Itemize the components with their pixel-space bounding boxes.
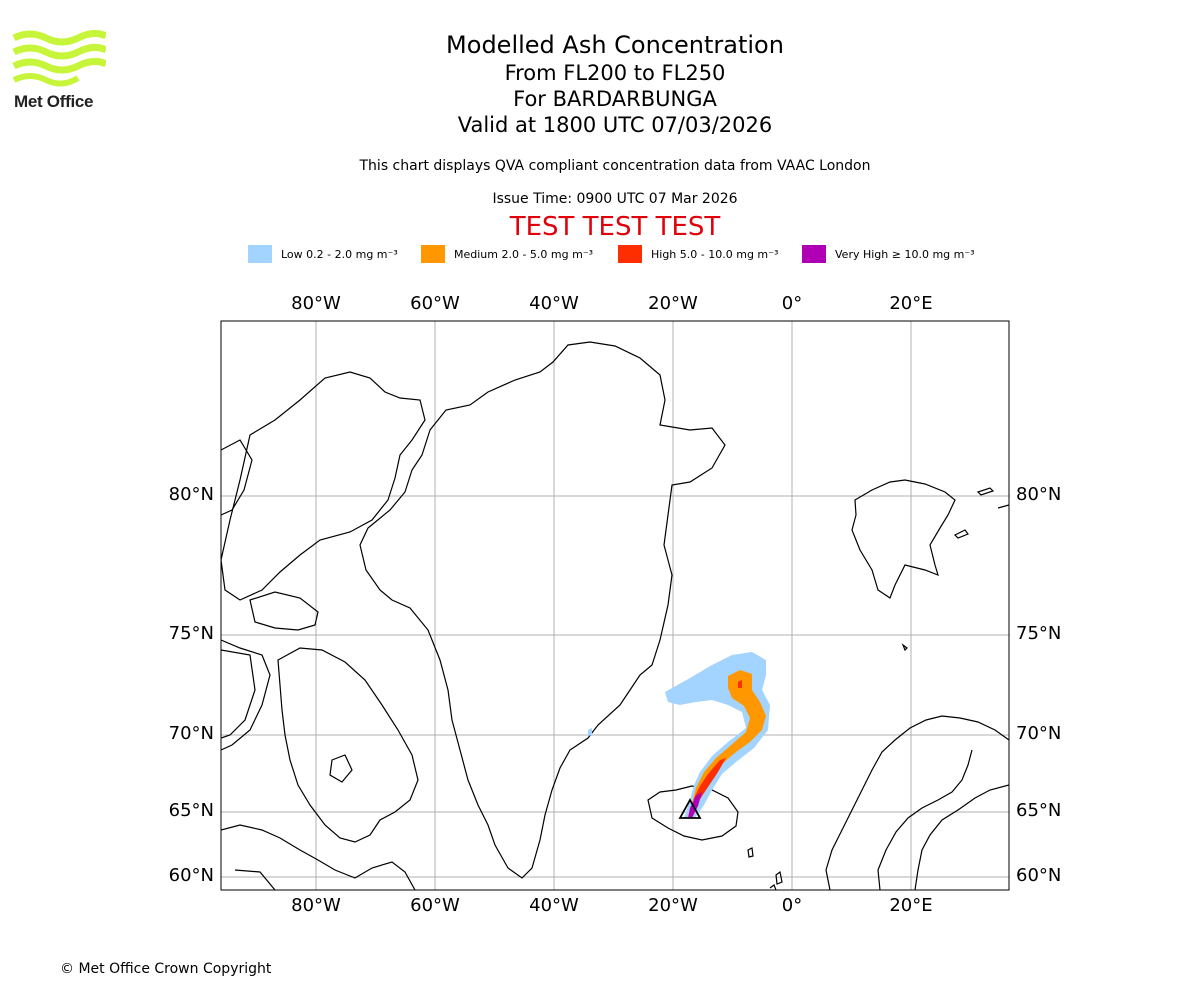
met-office-waves-icon (12, 30, 106, 87)
lat-label-right: 80°N (1016, 484, 1062, 505)
lat-label-left: 75°N (168, 623, 214, 644)
ash-medium-region (692, 670, 766, 804)
legend-swatch-medium (421, 245, 445, 263)
legend-swatch-high (618, 245, 642, 263)
lon-label-top: 40°W (529, 293, 579, 314)
baffin-coast (277, 647, 419, 843)
lat-label-left: 80°N (168, 484, 214, 505)
copyright-notice: © Met Office Crown Copyright (60, 961, 272, 977)
legend-swatch-low (248, 245, 272, 263)
map-frame (220, 320, 1010, 891)
ash-plume (588, 652, 770, 819)
volcano-name: For BARDARBUNGA (513, 87, 717, 111)
lat-label-right: 75°N (1016, 623, 1062, 644)
iceland-coast (647, 785, 739, 841)
legend-item-medium: Medium 2.0 - 5.0 mg m⁻³ (421, 243, 593, 265)
legend-item-low: Low 0.2 - 2.0 mg m⁻³ (248, 243, 398, 265)
graticule (221, 321, 1009, 890)
met-office-wordmark: Met Office (14, 92, 94, 111)
scandinavia-coast (825, 715, 1009, 890)
lon-label-top: 20°E (889, 293, 933, 314)
chart-title-block: Modelled Ash Concentration From FL200 to… (315, 30, 915, 138)
legend-swatch-very-high (802, 245, 826, 263)
lon-label-bottom: 20°E (889, 895, 933, 916)
lon-label-bottom: 80°W (291, 895, 341, 916)
chart-title: Modelled Ash Concentration (446, 31, 784, 59)
svalbard-coast (851, 479, 956, 599)
lon-label-bottom: 0° (781, 895, 803, 916)
lon-label-bottom: 60°W (410, 895, 460, 916)
lon-label-bottom: 40°W (529, 895, 579, 916)
ash-very-high-region (688, 792, 702, 818)
legend-label-high: High 5.0 - 10.0 mg m⁻³ (651, 247, 779, 261)
lat-label-right: 65°N (1016, 800, 1062, 821)
legend-label-medium: Medium 2.0 - 5.0 mg m⁻³ (454, 247, 594, 261)
coastlines (221, 341, 1009, 890)
met-office-logo: Met Office (12, 30, 112, 112)
lon-label-bottom: 20°W (648, 895, 698, 916)
legend-item-very-high: Very High ≥ 10.0 mg m⁻³ (802, 243, 975, 265)
lon-label-top: 60°W (410, 293, 460, 314)
test-banner: TEST TEST TEST (509, 212, 721, 242)
lat-label-right: 60°N (1016, 865, 1062, 886)
lat-label-right: 70°N (1016, 723, 1062, 744)
legend-label-very-high: Very High ≥ 10.0 mg m⁻³ (835, 247, 975, 261)
legend-item-high: High 5.0 - 10.0 mg m⁻³ (618, 243, 778, 265)
lat-label-left: 70°N (168, 723, 214, 744)
lon-label-top: 20°W (648, 293, 698, 314)
valid-time: Valid at 1800 UTC 07/03/2026 (457, 113, 773, 137)
lat-label-left: 60°N (168, 865, 214, 886)
lon-label-top: 80°W (291, 293, 341, 314)
qva-note: This chart displays QVA compliant concen… (359, 158, 871, 174)
lat-label-left: 65°N (168, 800, 214, 821)
flight-level-range: From FL200 to FL250 (504, 61, 726, 85)
legend-label-low: Low 0.2 - 2.0 mg m⁻³ (281, 247, 398, 261)
greenland-coast (359, 341, 726, 879)
volcano-marker-icon (678, 798, 702, 819)
lon-label-top: 0° (781, 293, 803, 314)
issue-time: Issue Time: 0900 UTC 07 Mar 2026 (492, 191, 738, 207)
